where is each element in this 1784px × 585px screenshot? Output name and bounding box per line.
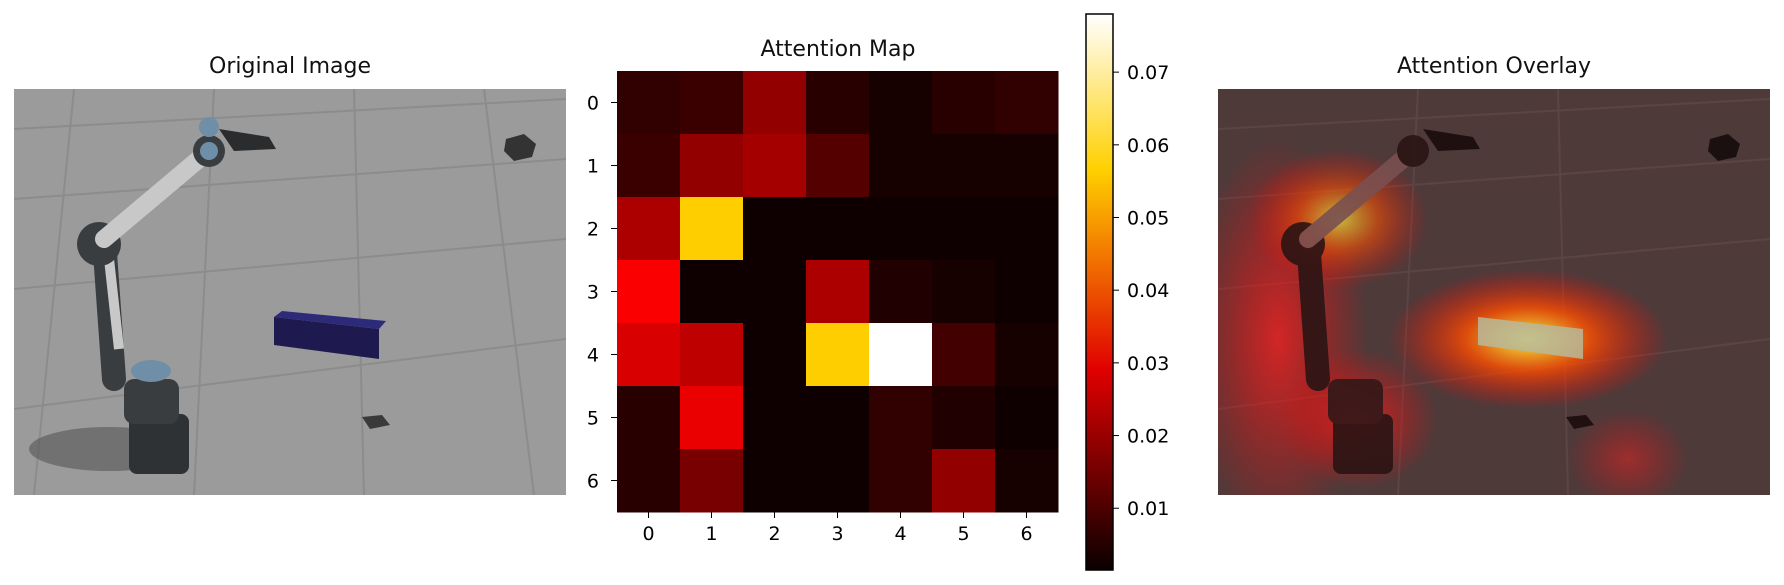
heatmap-cell-r5-c3 (806, 386, 870, 450)
heatmap-cell-r1-c1 (680, 134, 744, 198)
y-tick-label: 2 (587, 219, 599, 241)
overlay-robot-arm (1281, 129, 1480, 474)
colorbar-tick-label: 0.07 (1127, 62, 1169, 84)
x-tick-label: 1 (705, 523, 717, 545)
heatmap-cell-r1-c5 (932, 134, 996, 198)
heatmap-cell-r6-c0 (617, 449, 681, 513)
heatmap-cell-r1-c3 (806, 134, 870, 198)
colorbar-tick-label: 0.03 (1127, 353, 1169, 375)
heatmap-cell-r5-c6 (995, 386, 1059, 450)
heatmap-cell-r3-c0 (617, 260, 681, 324)
cube-object (504, 134, 536, 161)
heatmap-cell-r6-c1 (680, 449, 744, 513)
heatmap-cell-r0-c4 (869, 71, 933, 135)
robot-arm (77, 117, 276, 474)
overlay-scene (1218, 89, 1770, 495)
heatmap-cell-r0-c5 (932, 71, 996, 135)
colorbar-tick-label: 0.02 (1127, 426, 1169, 448)
heatmap-cell-r5-c4 (869, 386, 933, 450)
heatmap-cell-r4-c3 (806, 323, 870, 387)
small-object (362, 415, 390, 429)
heatmap-cell-r3-c6 (995, 260, 1059, 324)
heatmap-cell-r6-c3 (806, 449, 870, 513)
heatmap-cell-r1-c0 (617, 134, 681, 198)
robot-scene (14, 89, 566, 495)
heatmap-cell-r0-c0 (617, 71, 681, 135)
heatmap-cell-r3-c5 (932, 260, 996, 324)
heatmap-cell-r4-c0 (617, 323, 681, 387)
y-tick-label: 6 (587, 471, 599, 493)
heatmap-cell-r0-c6 (995, 71, 1059, 135)
y-tick-label: 0 (587, 93, 599, 115)
x-tick-label: 4 (894, 523, 906, 545)
heatmap-cell-r0-c3 (806, 71, 870, 135)
heatmap-title: Attention Map (760, 37, 916, 62)
heatmap-cell-r5-c1 (680, 386, 744, 450)
heatmap-cell-r2-c6 (995, 197, 1059, 261)
heatmap-cell-r3-c3 (806, 260, 870, 324)
heatmap-cell-r0-c2 (743, 71, 807, 135)
heatmap-cell-r4-c4 (869, 323, 933, 387)
heatmap-cell-r2-c0 (617, 197, 681, 261)
overlay-title: Attention Overlay (1396, 54, 1592, 79)
heatmap-cell-r3-c1 (680, 260, 744, 324)
colorbar-tick-label: 0.01 (1127, 498, 1169, 520)
overlay-block (1478, 317, 1583, 359)
heatmap-cell-r2-c5 (932, 197, 996, 261)
original-image (14, 89, 566, 495)
y-tick-label: 4 (587, 345, 599, 367)
heatmap-cell-r6-c4 (869, 449, 933, 513)
heatmap-cell-r5-c5 (932, 386, 996, 450)
x-tick-label: 2 (768, 523, 780, 545)
heatmap-cell-r4-c1 (680, 323, 744, 387)
heatmap-cell-r5-c0 (617, 386, 681, 450)
attention-overlay-image (1218, 89, 1770, 495)
heatmap-cell-r4-c5 (932, 323, 996, 387)
heatmap-cell-r2-c4 (869, 197, 933, 261)
x-tick-label: 6 (1020, 523, 1032, 545)
y-tick-label: 3 (587, 282, 599, 304)
heatmap-cell-r2-c3 (806, 197, 870, 261)
heatmap-cell-r3-c4 (869, 260, 933, 324)
y-tick-label: 5 (587, 408, 599, 430)
heatmap-cell-r2-c1 (680, 197, 744, 261)
overlay-cube (1708, 134, 1740, 161)
y-tick-label: 1 (587, 156, 599, 178)
colorbar-tick-label: 0.04 (1127, 280, 1169, 302)
original-image-title: Original Image (209, 54, 371, 79)
heatmap-cell-r6-c6 (995, 449, 1059, 513)
x-tick-label: 3 (831, 523, 843, 545)
x-tick-label: 0 (642, 523, 654, 545)
colorbar-tick-label: 0.05 (1127, 208, 1169, 230)
blue-block (274, 317, 379, 359)
heatmap-cell-r1-c4 (869, 134, 933, 198)
heatmap-cell-r6-c2 (743, 449, 807, 513)
heatmap-cell-r2-c2 (743, 197, 807, 261)
x-tick-label: 5 (957, 523, 969, 545)
colorbar (1085, 13, 1114, 571)
heatmap-cell-r1-c2 (743, 134, 807, 198)
floor-grid (14, 89, 566, 495)
heatmap-cell-r1-c6 (995, 134, 1059, 198)
heatmap-cell-r3-c2 (743, 260, 807, 324)
colorbar-tick-label: 0.06 (1127, 135, 1169, 157)
heatmap-cell-r4-c6 (995, 323, 1059, 387)
heatmap-cell-r5-c2 (743, 386, 807, 450)
heatmap-cell-r0-c1 (680, 71, 744, 135)
heatmap-cell-r6-c5 (932, 449, 996, 513)
heatmap-cell-r4-c2 (743, 323, 807, 387)
